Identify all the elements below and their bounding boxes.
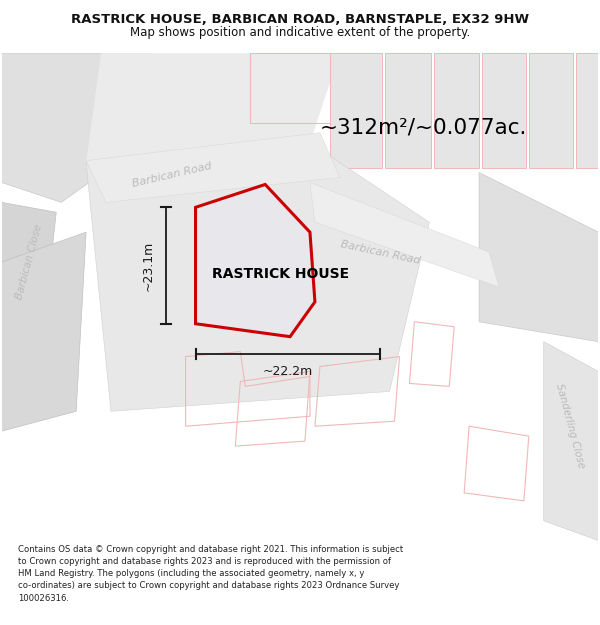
Polygon shape (482, 53, 526, 168)
Text: ~312m²/~0.077ac.: ~312m²/~0.077ac. (320, 118, 527, 138)
Polygon shape (2, 53, 151, 202)
Text: Contains OS data © Crown copyright and database right 2021. This information is : Contains OS data © Crown copyright and d… (18, 545, 403, 602)
Text: ~22.2m: ~22.2m (262, 365, 313, 378)
Polygon shape (385, 53, 431, 168)
Text: Barbican Close: Barbican Close (14, 223, 44, 301)
Polygon shape (310, 182, 499, 287)
Polygon shape (2, 232, 86, 431)
Text: Map shows position and indicative extent of the property.: Map shows position and indicative extent… (130, 26, 470, 39)
Text: RASTRICK HOUSE: RASTRICK HOUSE (212, 267, 349, 281)
Polygon shape (2, 202, 56, 312)
Polygon shape (575, 53, 598, 168)
Text: Barbican Road: Barbican Road (340, 239, 421, 266)
Polygon shape (529, 53, 572, 168)
Text: RASTRICK HOUSE, BARBICAN ROAD, BARNSTAPLE, EX32 9HW: RASTRICK HOUSE, BARBICAN ROAD, BARNSTAPL… (71, 13, 529, 26)
Polygon shape (479, 173, 598, 342)
Polygon shape (330, 53, 382, 168)
Text: ~23.1m: ~23.1m (141, 241, 154, 291)
Polygon shape (86, 142, 430, 411)
Text: Sanderling Close: Sanderling Close (554, 382, 587, 470)
Text: Barbican Road: Barbican Road (131, 161, 212, 189)
Polygon shape (544, 342, 598, 541)
Polygon shape (196, 184, 315, 337)
Polygon shape (86, 53, 340, 162)
Polygon shape (434, 53, 479, 168)
Polygon shape (86, 132, 340, 202)
